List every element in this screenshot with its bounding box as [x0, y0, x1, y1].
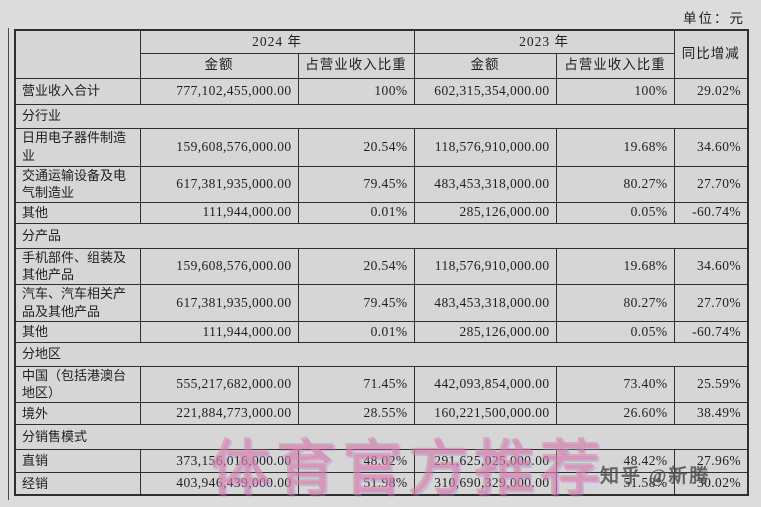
amount-2024-cell: 111,944,000.00 [139, 201, 299, 224]
ratio-2024-header: 占营业收入比重 [297, 52, 415, 79]
ratio-2024-cell: 100% [297, 77, 415, 105]
ratio-2024-cell: 48.02% [297, 448, 415, 473]
amount-2024-cell: 777,102,455,000.00 [139, 77, 299, 105]
yoy-cell: 27.70% [673, 165, 749, 203]
amount-2023-cell: 483,453,318,000.00 [413, 165, 557, 203]
section-row: 分销售模式 [14, 423, 749, 450]
table-row: 其他 111,944,000.00 0.01% 285,126,000.00 0… [14, 320, 749, 343]
row-label-cell: 手机部件、组装及其他产品 [14, 247, 141, 285]
yoy-cell: -60.74% [673, 201, 749, 224]
ratio-2023-cell: 0.05% [555, 201, 675, 224]
table-header-row-metrics: 金额 占营业收入比重 金额 占营业收入比重 [15, 52, 748, 79]
ratio-2023-cell: 51.58% [555, 471, 675, 496]
ratio-2024-cell: 79.45% [297, 283, 415, 322]
ratio-2023-cell: 26.60% [555, 401, 675, 425]
section-row: 分产品 [14, 222, 749, 249]
yoy-cell: 30.02% [673, 471, 749, 496]
ratio-2023-cell: 80.27% [555, 165, 675, 203]
ratio-2024-cell: 0.01% [297, 201, 415, 224]
yoy-cell: 29.02% [673, 77, 749, 105]
row-label-cell: 汽车、汽车相关产品及其他产品 [14, 283, 141, 322]
table-row: 手机部件、组装及其他产品 159,608,576,000.00 20.54% 1… [14, 247, 749, 285]
ratio-2024-cell: 28.55% [297, 401, 415, 425]
ratio-2024-cell: 20.54% [297, 247, 415, 285]
table-row: 交通运输设备及电气制造业 617,381,935,000.00 79.45% 4… [14, 165, 749, 203]
ratio-2024-cell: 51.98% [297, 471, 415, 496]
yoy-cell: 38.49% [673, 401, 749, 425]
table-row: 营业收入合计 777,102,455,000.00 100% 602,315,3… [14, 77, 749, 105]
row-label-cell: 经销 [14, 471, 141, 496]
amount-2023-cell: 118,576,910,000.00 [413, 127, 557, 167]
amount-2023-cell: 602,315,354,000.00 [413, 77, 557, 105]
amount-2024-cell: 159,608,576,000.00 [139, 127, 299, 167]
ratio-2024-cell: 20.54% [297, 127, 415, 167]
row-label-cell: 境外 [14, 401, 141, 425]
section-row: 分行业 [14, 103, 749, 129]
table-row: 其他 111,944,000.00 0.01% 285,126,000.00 0… [14, 201, 749, 224]
year-2023-header: 2023 年 [413, 29, 675, 54]
amount-2023-header: 金额 [413, 52, 557, 79]
row-label-cell: 日用电子器件制造业 [14, 127, 141, 167]
page-left-border [8, 28, 9, 500]
section-label-cell: 分销售模式 [14, 423, 749, 450]
table-row: 汽车、汽车相关产品及其他产品 617,381,935,000.00 79.45%… [14, 283, 749, 322]
row-label-cell: 其他 [14, 320, 141, 343]
section-label-cell: 分产品 [14, 222, 749, 249]
ratio-2023-cell: 19.68% [555, 127, 675, 167]
amount-2023-cell: 483,453,318,000.00 [413, 283, 557, 322]
section-label-cell: 分地区 [14, 341, 749, 367]
ratio-2023-header: 占营业收入比重 [555, 52, 675, 79]
amount-2023-cell: 442,093,854,000.00 [413, 365, 557, 403]
unit-label: 单位：元 [683, 11, 745, 26]
yoy-cell: 34.60% [673, 247, 749, 285]
revenue-breakdown-table: 2024 年 2023 年 同比增减 金额 占营业收入比重 金额 占营业收入比重… [14, 29, 749, 497]
ratio-2023-cell: 0.05% [555, 320, 675, 343]
amount-2024-cell: 555,217,682,000.00 [139, 365, 299, 403]
ratio-2023-cell: 80.27% [555, 283, 675, 322]
yoy-cell: 25.59% [673, 365, 749, 403]
table-row: 直销 373,156,016,000.00 48.02% 291,625,025… [14, 448, 749, 473]
ratio-2023-cell: 73.40% [555, 365, 675, 403]
ratio-2024-cell: 71.45% [297, 365, 415, 403]
row-label-cell: 交通运输设备及电气制造业 [14, 165, 141, 203]
table-row: 中国（包括港澳台地区） 555,217,682,000.00 71.45% 44… [14, 365, 749, 403]
amount-2023-cell: 291,625,025,000.00 [413, 448, 557, 473]
yoy-cell: 27.70% [673, 283, 749, 322]
yoy-header: 同比增减 [673, 29, 749, 79]
ratio-2023-cell: 19.68% [555, 247, 675, 285]
row-label-cell: 其他 [14, 201, 141, 224]
amount-2024-cell: 617,381,935,000.00 [139, 165, 299, 203]
year-2024-header: 2024 年 [139, 29, 415, 54]
amount-2023-cell: 118,576,910,000.00 [413, 247, 557, 285]
ratio-2023-cell: 100% [555, 77, 675, 105]
ratio-2024-cell: 79.45% [297, 165, 415, 203]
table-row: 境外 221,884,773,000.00 28.55% 160,221,500… [14, 401, 749, 425]
amount-2023-cell: 285,126,000.00 [413, 320, 557, 343]
table-row: 经销 403,946,439,000.00 51.98% 310,690,329… [14, 471, 749, 496]
row-label-cell: 营业收入合计 [14, 77, 141, 105]
corner-header-cell [14, 29, 141, 79]
amount-2024-cell: 617,381,935,000.00 [139, 283, 299, 322]
amount-2024-cell: 403,946,439,000.00 [139, 471, 299, 496]
yoy-cell: 27.96% [673, 448, 749, 473]
yoy-cell: 34.60% [673, 127, 749, 167]
amount-2023-cell: 285,126,000.00 [413, 201, 557, 224]
amount-2024-header: 金额 [139, 52, 299, 79]
row-label-cell: 直销 [14, 448, 141, 473]
section-label-cell: 分行业 [14, 103, 749, 129]
amount-2023-cell: 160,221,500,000.00 [413, 401, 557, 425]
amount-2024-cell: 111,944,000.00 [139, 320, 299, 343]
section-row: 分地区 [14, 341, 749, 367]
amount-2023-cell: 310,690,329,000.00 [413, 471, 557, 496]
ratio-2023-cell: 48.42% [555, 448, 675, 473]
ratio-2024-cell: 0.01% [297, 320, 415, 343]
amount-2024-cell: 373,156,016,000.00 [139, 448, 299, 473]
table-row: 日用电子器件制造业 159,608,576,000.00 20.54% 118,… [14, 127, 749, 167]
row-label-cell: 中国（包括港澳台地区） [14, 365, 141, 403]
amount-2024-cell: 221,884,773,000.00 [139, 401, 299, 425]
table-header-row-years: 2024 年 2023 年 同比增减 [14, 29, 749, 79]
amount-2024-cell: 159,608,576,000.00 [139, 247, 299, 285]
yoy-cell: -60.74% [673, 320, 749, 343]
